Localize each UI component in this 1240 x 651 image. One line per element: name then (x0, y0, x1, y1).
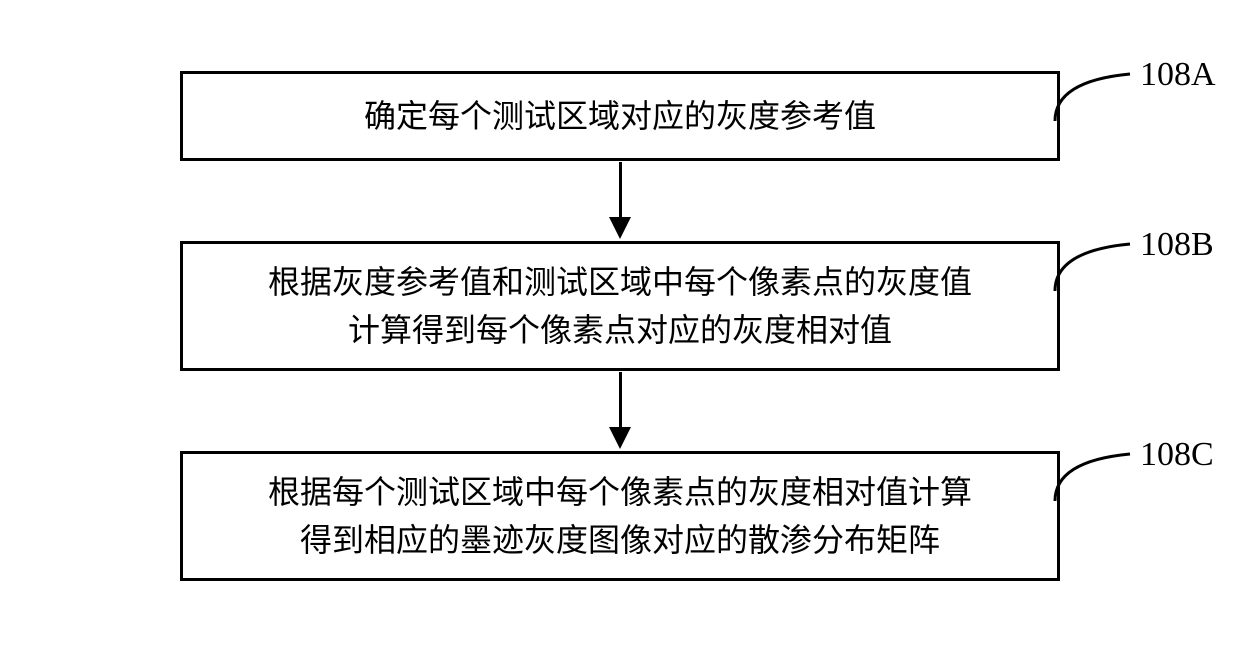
step-box-108A: 确定每个测试区域对应的灰度参考值 (180, 71, 1060, 161)
connector-curve-108A (1050, 66, 1140, 126)
arrow-head-icon (609, 427, 631, 449)
step-row-108A: 确定每个测试区域对应的灰度参考值 108A (180, 71, 1060, 161)
arrow-line-icon (619, 162, 622, 217)
step-text-108B-line-1: 根据灰度参考值和测试区域中每个像素点的灰度值 (268, 258, 972, 306)
arrow-108B-to-108C (609, 371, 631, 451)
step-text-108C-line-2: 得到相应的墨迹灰度图像对应的散渗分布矩阵 (300, 516, 940, 564)
step-box-108C: 根据每个测试区域中每个像素点的灰度相对值计算 得到相应的墨迹灰度图像对应的散渗分… (180, 451, 1060, 581)
step-row-108C: 根据每个测试区域中每个像素点的灰度相对值计算 得到相应的墨迹灰度图像对应的散渗分… (180, 451, 1060, 581)
connector-curve-108C (1050, 446, 1140, 506)
flowchart-diagram: 确定每个测试区域对应的灰度参考值 108A 根据灰度参考值和测试区域中每个像素点… (180, 71, 1060, 581)
step-label-108B: 108B (1140, 226, 1214, 264)
step-text-108C-line-1: 根据每个测试区域中每个像素点的灰度相对值计算 (268, 468, 972, 516)
connector-curve-108B (1050, 236, 1140, 296)
step-label-108A: 108A (1140, 56, 1216, 94)
arrow-108A-to-108B (609, 161, 631, 241)
arrow-line-icon (619, 372, 622, 427)
step-text-108A-line-1: 确定每个测试区域对应的灰度参考值 (364, 92, 876, 140)
step-row-108B: 根据灰度参考值和测试区域中每个像素点的灰度值 计算得到每个像素点对应的灰度相对值… (180, 241, 1060, 371)
arrow-head-icon (609, 217, 631, 239)
step-box-108B: 根据灰度参考值和测试区域中每个像素点的灰度值 计算得到每个像素点对应的灰度相对值 (180, 241, 1060, 371)
step-label-108C: 108C (1140, 436, 1214, 474)
step-text-108B-line-2: 计算得到每个像素点对应的灰度相对值 (348, 306, 892, 354)
